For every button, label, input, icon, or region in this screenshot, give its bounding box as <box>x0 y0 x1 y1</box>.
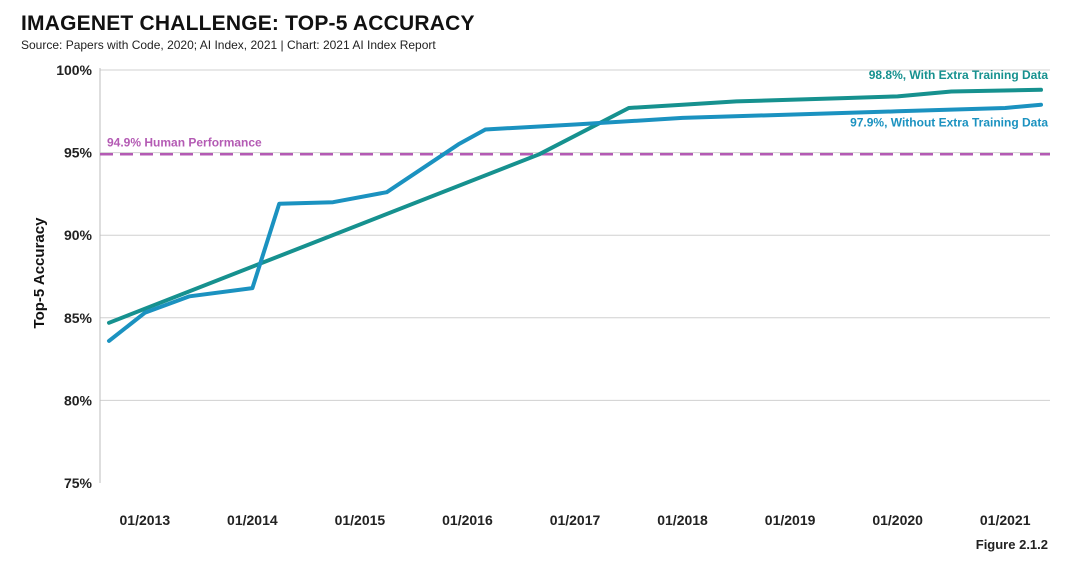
y-tick-label: 80% <box>64 392 93 408</box>
x-tick-label: 01/2013 <box>120 512 171 528</box>
y-tick-label: 90% <box>64 227 93 243</box>
x-tick-label: 01/2019 <box>765 512 816 528</box>
chart-source: Source: Papers with Code, 2020; AI Index… <box>21 38 436 52</box>
annotation-with-extra-data: 98.8%, With Extra Training Data <box>869 68 1049 82</box>
x-tick-label: 01/2016 <box>442 512 493 528</box>
series-annotations: 98.8%, With Extra Training Data 97.9%, Wi… <box>850 68 1048 130</box>
chart-title: IMAGENET CHALLENGE: TOP-5 ACCURACY <box>21 12 475 35</box>
x-tick-label: 01/2021 <box>980 512 1031 528</box>
y-tick-label: 100% <box>56 62 92 78</box>
reference-lines: 94.9% Human Performance <box>100 135 1050 156</box>
annotation-without-extra-data: 97.9%, Without Extra Training Data <box>850 116 1048 130</box>
y-tick-label: 75% <box>64 475 93 491</box>
y-tick-label: 85% <box>64 310 93 326</box>
x-tick-label: 01/2014 <box>227 512 278 528</box>
series-line-without-extra-data <box>107 102 1043 343</box>
series-line-with-extra-data <box>107 87 1043 325</box>
y-tick-label: 95% <box>64 145 93 161</box>
human-performance-label: 94.9% Human Performance <box>107 135 262 149</box>
x-tick-label: 01/2018 <box>657 512 708 528</box>
x-axis-ticks: 01/2013 01/2014 01/2015 01/2016 01/2017 01/20… <box>120 512 1031 528</box>
y-axis-ticks: 75% 80% 85% 90% 95% 100% <box>56 62 92 491</box>
grid-lines <box>99 68 1050 483</box>
x-tick-label: 01/2015 <box>335 512 386 528</box>
y-axis-label: Top-5 Accuracy <box>31 217 48 329</box>
series-lines <box>107 87 1043 343</box>
x-tick-label: 01/2020 <box>872 512 923 528</box>
figure-label: Figure 2.1.2 <box>975 537 1048 552</box>
x-tick-label: 01/2017 <box>550 512 601 528</box>
